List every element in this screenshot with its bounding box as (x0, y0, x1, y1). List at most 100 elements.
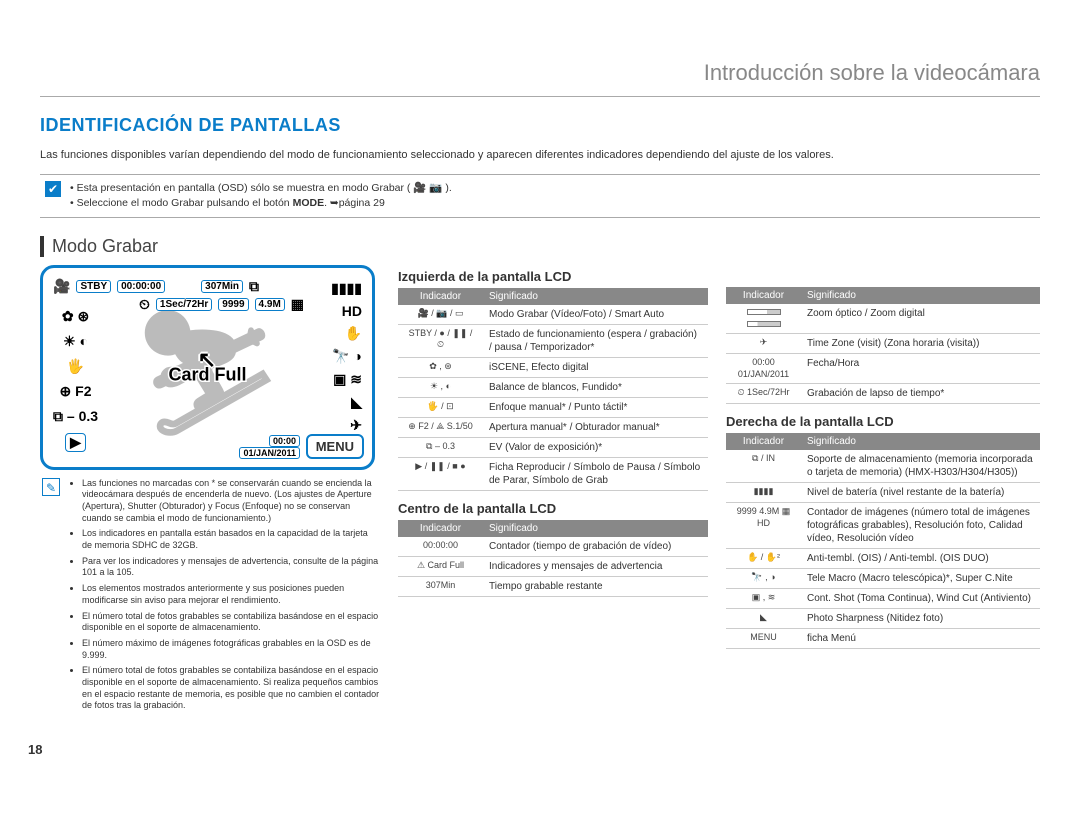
th-ind: Indicador (398, 288, 483, 305)
cell-meaning: Indicadores y mensajes de advertencia (483, 556, 708, 576)
lcd-clock: 00:00 (269, 435, 300, 447)
cell-meaning: ficha Menú (801, 629, 1040, 649)
table-row: ▮▮▮▮Nivel de batería (nivel restante de … (726, 483, 1040, 503)
th-ind: Indicador (726, 287, 801, 304)
table-row: ✈Time Zone (visit) (Zona horaria (visita… (726, 334, 1040, 354)
cell-meaning: Photo Sharpness (Nitidez foto) (801, 609, 1040, 629)
ois-icon: ✋ (345, 325, 362, 342)
cell-meaning: Enfoque manual* / Punto táctil* (483, 397, 708, 417)
cell-meaning: Grabación de lapso de tiempo* (801, 384, 1040, 404)
cell-meaning: Contador de imágenes (número total de im… (801, 503, 1040, 549)
footnote-item: El número máximo de imágenes fotográfica… (82, 638, 380, 661)
table-row: ☀ , ◐Balance de blancos, Fundido* (398, 377, 708, 397)
video-icon: 🎥 (53, 278, 70, 295)
check-icon: ✔ (45, 181, 61, 197)
footnote-item: Los indicadores en pantalla están basado… (82, 528, 380, 551)
footnote-item: El número total de fotos grabables se co… (82, 665, 380, 712)
footnote-item: Los elementos mostrados anteriormente y … (82, 583, 380, 606)
note-box: ✔ • Esta presentación en pantalla (OSD) … (40, 174, 1040, 217)
table-row: MENUficha Menú (726, 629, 1040, 649)
table-centro-title: Centro de la pantalla LCD (398, 501, 708, 516)
hd-icon: ▦ (291, 296, 304, 313)
table-row: ✋ / ✋²Anti-tembl. (OIS) / Anti-tembl. (O… (726, 549, 1040, 569)
table-izq: Indicador Significado 🎥 / 📷 / ▭Modo Grab… (398, 288, 708, 491)
timer-icon: ⏲ (139, 296, 150, 313)
footnote-item: Las funciones no marcadas con * se conse… (82, 478, 380, 525)
wb-icon: ☀ ◐ (63, 333, 88, 350)
table-der: Indicador Significado ⧉ / INSoporte de a… (726, 433, 1040, 649)
cell-indicator: 🖐 / ⊡ (398, 397, 483, 417)
table-row: ⚠ Card FullIndicadores y mensajes de adv… (398, 556, 708, 576)
th-sig: Significado (801, 287, 1040, 304)
cell-indicator: ◣ (726, 609, 801, 629)
macro-icon: 🔭 ◑ (332, 348, 362, 365)
lcd-date: 01/JAN/2011 (239, 447, 300, 459)
aperture-icon: ⊕ F2 (60, 383, 92, 400)
table-row: ⧉ / INSoporte de almacenamiento (memoria… (726, 450, 1040, 483)
cell-indicator: ⏲ 1Sec/72Hr (726, 384, 801, 404)
card-icon: ⧉ (249, 278, 259, 295)
lcd-count: 9999 (218, 298, 248, 311)
cell-indicator: 🎥 / 📷 / ▭ (398, 305, 483, 325)
th-sig: Significado (483, 520, 708, 537)
chapter-title: Introducción sobre la videocámara (40, 60, 1040, 86)
table-row: ◣Photo Sharpness (Nitidez foto) (726, 609, 1040, 629)
section-title: IDENTIFICACIÓN DE PANTALLAS (40, 115, 1040, 136)
cell-meaning: Apertura manual* / Obturador manual* (483, 417, 708, 437)
cell-indicator: ⚠ Card Full (398, 556, 483, 576)
table-row: Zoom óptico / Zoom digital (726, 304, 1040, 334)
lead-text: Las funciones disponibles varían dependi… (40, 148, 1040, 162)
th-sig: Significado (801, 433, 1040, 450)
table-row: 307MinTiempo grabable restante (398, 576, 708, 596)
lcd-cardfull: Card Full (168, 365, 246, 386)
cont-icon: ▣ ≋ (333, 371, 362, 388)
battery-icon: ▮▮▮▮ (331, 280, 362, 297)
table-der-title: Derecha de la pantalla LCD (726, 414, 1040, 429)
cell-indicator: ▣ , ≋ (726, 589, 801, 609)
cell-meaning: Tele Macro (Macro telescópica)*, Super C… (801, 569, 1040, 589)
lcd-menu-button: MENU (306, 434, 364, 459)
lcd-stby: STBY (76, 280, 111, 293)
cell-indicator: 🔭 , ◑ (726, 569, 801, 589)
cell-meaning: Estado de funcionamiento (espera / graba… (483, 324, 708, 357)
th-ind: Indicador (398, 520, 483, 537)
cell-indicator: 00:00:00 (398, 537, 483, 557)
note-line2c: . ➥página 29 (324, 197, 385, 209)
mf-icon: 🖐 (67, 358, 84, 375)
cell-indicator: ⧉ – 0.3 (398, 437, 483, 457)
lcd-res: 4.9M (255, 298, 285, 311)
table-row: 🖐 / ⊡Enfoque manual* / Punto táctil* (398, 397, 708, 417)
cell-meaning: Fecha/Hora (801, 354, 1040, 384)
table-izq-title: Izquierda de la pantalla LCD (398, 269, 708, 284)
table-row: ✿ , ⊛iSCENE, Efecto digital (398, 357, 708, 377)
scene-icon: ✿ ⊛ (62, 308, 89, 325)
th-ind: Indicador (726, 433, 801, 450)
table-row: 🔭 , ◑Tele Macro (Macro telescópica)*, Su… (726, 569, 1040, 589)
cell-indicator: ▶ / ❚❚ / ■ ● (398, 457, 483, 490)
cell-indicator (726, 304, 801, 334)
cell-indicator: STBY / ● / ❚❚ / ⏲ (398, 324, 483, 357)
pencil-icon: ✎ (42, 478, 60, 496)
cell-meaning: Soporte de almacenamiento (memoria incor… (801, 450, 1040, 483)
cell-meaning: Balance de blancos, Fundido* (483, 377, 708, 397)
table-row: ⏲ 1Sec/72HrGrabación de lapso de tiempo* (726, 384, 1040, 404)
cell-indicator: ✋ / ✋² (726, 549, 801, 569)
table-row: ⊕ F2 / ⟁ S.1/50Apertura manual* / Obtura… (398, 417, 708, 437)
table-der-top: Indicador Significado Zoom óptico / Zoom… (726, 287, 1040, 405)
footnote-item: Para ver los indicadores y mensajes de a… (82, 556, 380, 579)
note-line2a: Seleccione el modo Grabar pulsando el bo… (77, 197, 293, 209)
lcd-remain: 307Min (201, 280, 243, 293)
cell-indicator: ✈ (726, 334, 801, 354)
cell-indicator: 307Min (398, 576, 483, 596)
footnote-item: El número total de fotos grabables se co… (82, 611, 380, 634)
table-row: 🎥 / 📷 / ▭Modo Grabar (Vídeo/Foto) / Smar… (398, 305, 708, 325)
table-row: 9999 4.9M ▦ HDContador de imágenes (núme… (726, 503, 1040, 549)
table-row: ▣ , ≋Cont. Shot (Toma Continua), Wind Cu… (726, 589, 1040, 609)
table-row: STBY / ● / ❚❚ / ⏲Estado de funcionamient… (398, 324, 708, 357)
table-centro: Indicador Significado 00:00:00Contador (… (398, 520, 708, 597)
lcd-mockup: ⛷ 🎥 STBY 00:00:00 307Min ⧉ ⏲ 1Sec/72Hr 9… (40, 265, 375, 470)
cell-indicator: ☀ , ◐ (398, 377, 483, 397)
cell-indicator: 00:00 01/JAN/2011 (726, 354, 801, 384)
sharp-icon: ◣ (351, 394, 362, 411)
note-mode: MODE (293, 197, 325, 209)
